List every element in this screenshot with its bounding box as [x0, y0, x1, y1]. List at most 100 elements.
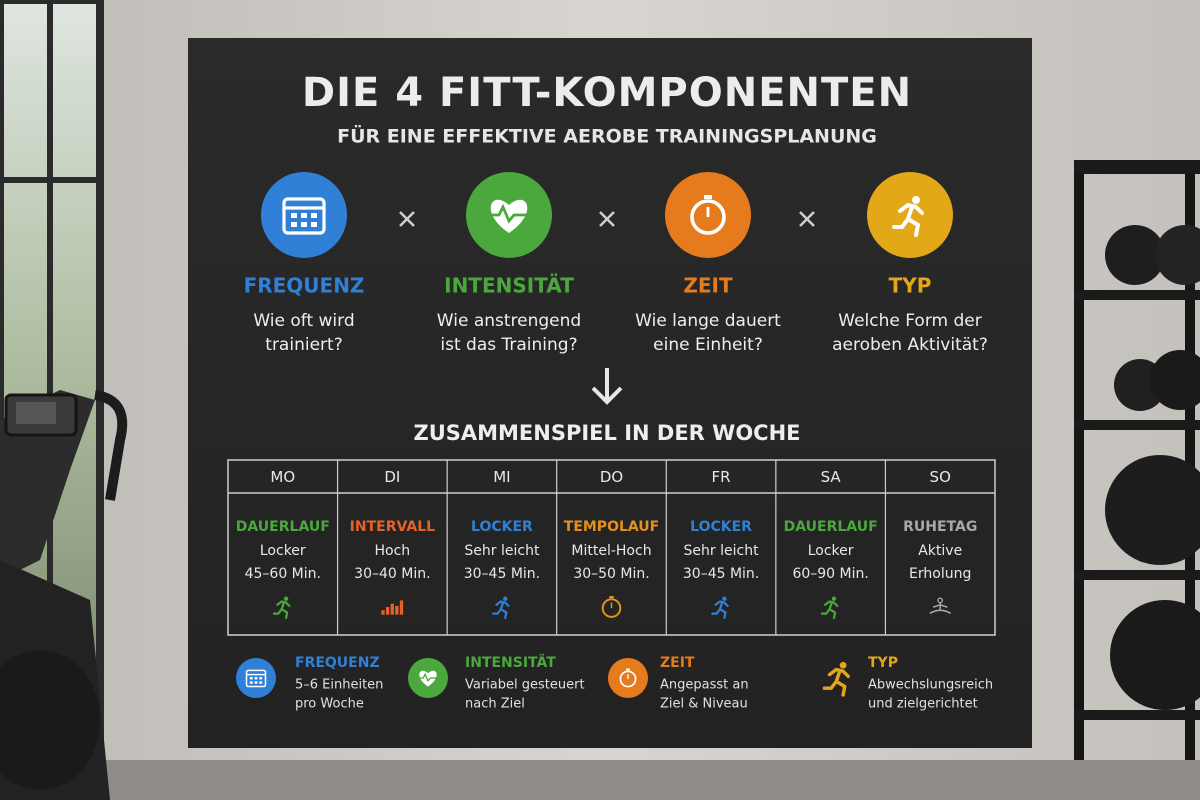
icon-part — [626, 668, 630, 671]
day-label: SO — [930, 468, 951, 486]
day-type: RUHETAG — [903, 519, 977, 535]
icon-part — [311, 213, 317, 218]
icon-part — [831, 596, 837, 601]
day-type: LOCKER — [471, 519, 533, 535]
day-detail: 30–45 Min. — [464, 566, 540, 582]
icon-part — [291, 222, 297, 227]
summary-name: TYP — [868, 655, 898, 671]
day-detail: Erholung — [909, 566, 971, 582]
icon-part — [259, 677, 263, 680]
summary-item: ZEIT Angepasst an Ziel & Niveau — [608, 655, 749, 712]
icon-part — [418, 672, 438, 683]
summary-item: TYP Abwechslungsreich und zielgerichtet — [822, 655, 993, 712]
day-detail: 30–45 Min. — [683, 566, 759, 582]
component: INTENSITÄT Wie anstrengend ist das Trainin… — [437, 172, 581, 355]
component-question: Wie lange dauert — [635, 311, 781, 331]
icon-part — [912, 196, 920, 204]
icon-part — [301, 222, 307, 227]
icon-part — [301, 213, 307, 218]
arrow-down — [591, 368, 623, 405]
floor — [0, 760, 1200, 800]
icon-part — [820, 600, 839, 620]
day-label: SA — [821, 468, 842, 486]
icon-part — [722, 596, 727, 601]
title: DIE 4 FITT-KOMPONENTEN — [302, 70, 912, 116]
icon-part — [390, 603, 394, 615]
component-name: FREQUENZ — [244, 274, 365, 298]
icon-part — [892, 203, 924, 237]
summary-item: INTENSITÄT Variabel gesteuert nach Ziel — [408, 654, 585, 712]
day-detail: Sehr leicht — [464, 543, 540, 559]
week-table: MO DAUERLAUF Locker 45–60 Min. DI INTERVALL Ho… — [227, 459, 996, 636]
icon-part — [311, 222, 317, 227]
exercise-bike — [0, 390, 128, 800]
icon-part — [254, 681, 258, 684]
day-type: INTERVALL — [350, 519, 435, 535]
day-label: MO — [270, 468, 295, 486]
day-detail: Hoch — [375, 543, 411, 559]
table-border — [227, 459, 996, 636]
day-detail: Locker — [808, 543, 854, 559]
icon-part — [395, 605, 399, 615]
icon-part — [291, 213, 297, 218]
icon-part — [249, 681, 253, 684]
summary-name: FREQUENZ — [295, 655, 380, 671]
icon-part — [490, 199, 528, 233]
day-label: FR — [712, 468, 731, 486]
day-detail: Sehr leicht — [684, 543, 760, 559]
icon-part — [609, 596, 614, 599]
summary-line: 5–6 Einheiten — [295, 678, 383, 693]
icon-part — [245, 669, 267, 688]
day-detail: 45–60 Min. — [245, 566, 321, 582]
icon-part — [381, 610, 385, 615]
day-label: DI — [384, 468, 400, 486]
day-type: LOCKER — [690, 519, 752, 535]
summary-line: Ziel & Niveau — [660, 697, 748, 712]
day-label: DO — [600, 468, 623, 486]
component-question: trainiert? — [265, 335, 342, 355]
day-detail: Mittel-Hoch — [571, 543, 651, 559]
equipment-rack — [1074, 160, 1200, 760]
icon-part — [419, 670, 437, 687]
day-detail: 30–40 Min. — [354, 566, 430, 582]
week-title: ZUSAMMENSPIEL IN DER WOCHE — [413, 421, 800, 445]
component-question: ist das Training? — [440, 335, 577, 355]
component-question: eine Einheit? — [653, 335, 763, 355]
component-name: ZEIT — [683, 274, 733, 298]
day-detail: 60–90 Min. — [792, 566, 868, 582]
summary-line: Angepasst an — [660, 678, 749, 693]
icon-part — [690, 199, 726, 235]
icon-part — [399, 600, 404, 615]
component: ZEIT Wie lange dauert eine Einheit? — [635, 172, 781, 355]
summary-name: ZEIT — [660, 655, 695, 671]
component: FREQUENZ Wie oft wird trainiert? — [244, 172, 365, 355]
icon-part — [839, 661, 847, 669]
component-question: Wie oft wird — [253, 311, 354, 331]
day-type: DAUERLAUF — [784, 519, 878, 535]
icon-part — [711, 600, 729, 620]
icon-part — [385, 607, 390, 615]
subtitle: FÜR EINE EFFEKTIVE AEROBE TRAININGSPLANU… — [337, 124, 877, 148]
icon-part — [503, 596, 508, 601]
summary-line: nach Ziel — [465, 697, 525, 712]
icon-part — [929, 602, 951, 614]
day-detail: Locker — [260, 543, 306, 559]
icon-part — [619, 670, 637, 688]
summary-item: FREQUENZ 5–6 Einheiten pro Woche — [236, 655, 383, 712]
icon-part — [601, 598, 622, 618]
icon-part — [254, 677, 258, 680]
icon-part — [259, 681, 263, 684]
icon-part — [272, 600, 291, 620]
component-name: INTENSITÄT — [444, 274, 574, 298]
icon-part — [282, 197, 326, 235]
component: TYP Welche Form der aeroben Aktivität? — [832, 172, 988, 355]
summary-name: INTENSITÄT — [465, 654, 556, 671]
component-question: aeroben Aktivität? — [832, 335, 988, 355]
day-type: DAUERLAUF — [236, 519, 330, 535]
day-label: MI — [493, 468, 510, 486]
icon-part — [283, 596, 289, 601]
icon-part — [492, 600, 510, 620]
summary-line: pro Woche — [295, 697, 364, 712]
